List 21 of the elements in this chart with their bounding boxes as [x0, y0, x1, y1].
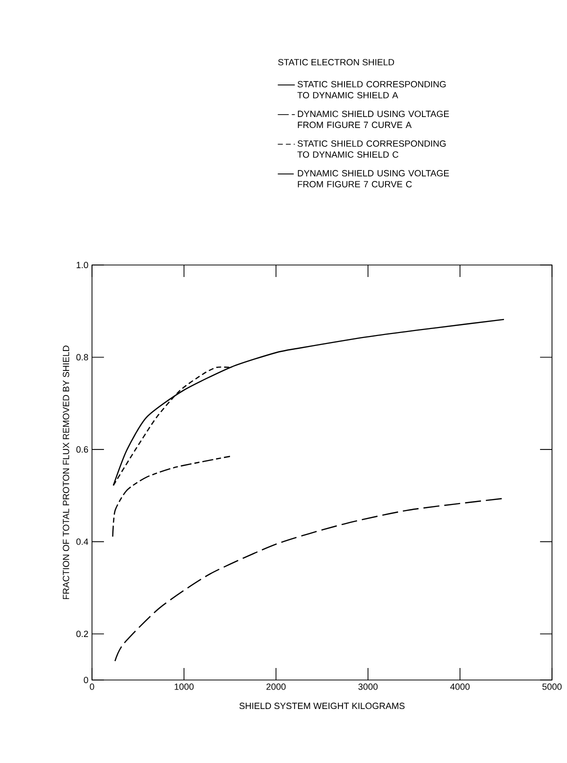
x-axis-title: SHIELD SYSTEM WEIGHT KILOGRAMS: [239, 702, 405, 710]
x-tick-label: 1000: [174, 684, 194, 690]
x-tick-label: 4000: [450, 684, 470, 690]
y-tick-label: 0.4: [76, 538, 88, 545]
y-tick-label: 0: [84, 676, 88, 684]
y-tick-label: 0.6: [76, 446, 88, 453]
x-tick-label: 3000: [358, 684, 378, 690]
line-series: [114, 498, 505, 662]
legend-label: DYNAMIC SHIELD USING VOLTAGE FROM FIGURE 7 CURVE A: [298, 110, 449, 128]
line-series: [112, 456, 231, 538]
y-tick-label: 1.0: [76, 262, 88, 268]
y-tick-label: 0.2: [76, 630, 88, 638]
x-tick-label: 2000: [266, 684, 286, 690]
legend-label: DYNAMIC SHIELD USING VOLTAGE FROM FIGURE 7 CURVE C: [298, 170, 449, 188]
x-tick-label: 5000: [542, 684, 562, 690]
x-tick-label: 0: [90, 684, 94, 690]
y-axis-title: FRACTION OF TOTAL PROTON FLUX REMOVED BY SHIELD: [62, 346, 70, 600]
y-tick-label: 0.8: [76, 354, 88, 360]
legend-title: STATIC ELECTRON SHIELD: [278, 59, 394, 66]
legend-label: STATIC SHIELD CORRESPONDING TO DYNAMIC SHIELD C: [297, 140, 446, 158]
legend-label: STATIC SHIELD CORRESPONDING TO DYNAMIC SHIELD A: [297, 81, 446, 98]
